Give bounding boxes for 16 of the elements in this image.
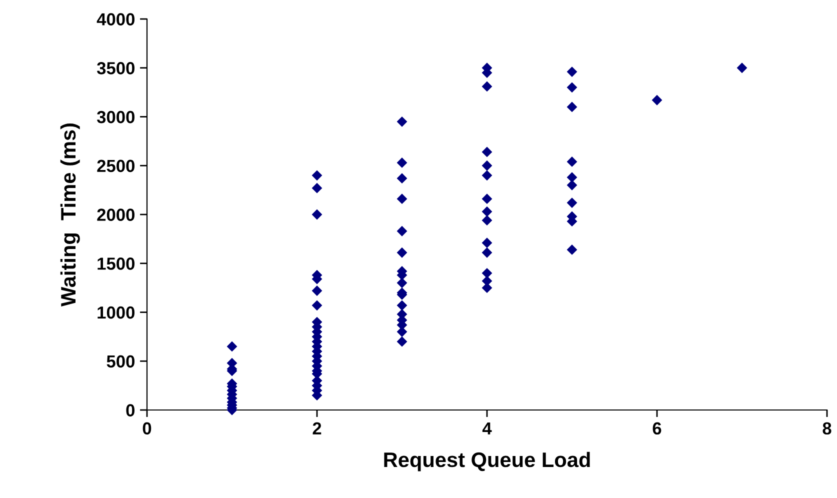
x-tick-label: 6 [652,422,662,435]
y-tick-label: 2500 [97,160,134,172]
y-tick-label: 500 [106,355,134,368]
x-tick-label: 0 [142,422,152,435]
y-tick-label: 4000 [96,13,134,26]
y-tick-label: 3000 [96,110,134,124]
x-tick-label: 4 [482,422,492,434]
y-axis-title: Waiting Time (ms) [60,124,80,306]
y-tick-label: 1500 [98,258,134,270]
x-axis-title: Request Queue Load [384,452,590,472]
y-tick-label: 3500 [96,62,134,74]
x-tick-label: 8 [822,422,832,435]
x-tick-label: 2 [312,422,322,434]
y-tick-label: 0 [126,404,134,416]
y-tick-label: 1000 [98,306,134,319]
y-tick-label: 2000 [97,208,134,221]
